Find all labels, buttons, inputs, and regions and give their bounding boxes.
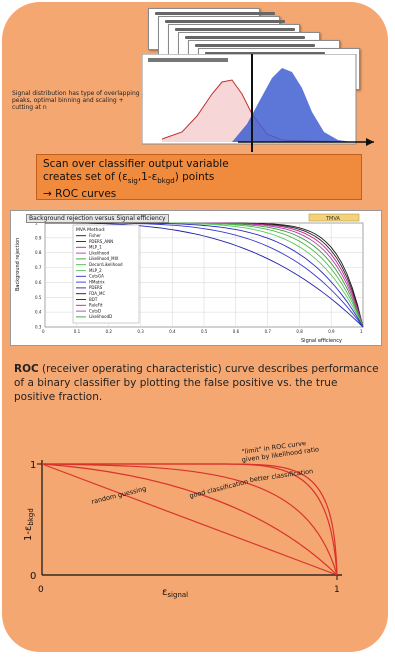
legend-label: CutsGA <box>89 274 104 279</box>
rej-y-tick: 1 <box>35 221 38 226</box>
rej-y-tick: 0.6 <box>35 280 42 285</box>
legend-label: MLP_2 <box>89 268 102 273</box>
schem-x-one: 1 <box>334 585 340 595</box>
background-distribution <box>162 80 342 142</box>
callout-line-2-end: ) points <box>174 171 215 183</box>
legend-header: MVA Method: <box>76 227 106 233</box>
schem-y-axis-sub: bkgd <box>27 508 35 525</box>
rej-x-tick: 0.9 <box>328 329 335 334</box>
rejplot-title: Background rejection versus Signal effic… <box>26 214 169 223</box>
rej-y-tick: 0.5 <box>35 295 42 300</box>
histogram-note: Signal distribution has type of overlapp… <box>12 90 140 111</box>
axis-ticks: 0 0.1 0.2 0.3 0.4 0.5 0.6 0.7 0.8 0.9 1 0.3 0.4 0.5 0.… <box>35 221 363 335</box>
rej-xlabel: Signal efficiency <box>301 338 342 344</box>
rej-y-tick: 0.3 <box>35 325 42 330</box>
rej-ylabel: Background rejection <box>15 238 21 291</box>
legend-label: Likelihood_MIX <box>89 256 119 261</box>
slide-panel: Signal distribution has type of overlapp… <box>2 2 388 652</box>
schem-x-zero: 0 <box>38 585 44 595</box>
roc-schematic: 1 0 0 1 1-εbkgd εsignal "limit" in ROC c… <box>23 442 342 599</box>
rej-y-tick: 0.4 <box>35 310 42 315</box>
callout-sub-sig: sig <box>127 177 138 186</box>
histogram-title-bar <box>148 58 228 62</box>
legend-label: LikelihoodD <box>89 314 112 319</box>
callout-line-1: Scan over classifier output variable <box>43 158 229 170</box>
callout-line-2: creates set of (εsig,1-εbkgd) points <box>43 171 355 188</box>
better-classification-curve <box>41 463 338 576</box>
roc-term: ROC <box>14 363 39 375</box>
rejection-plot: MVA Method: FisherPDERS_ANNMLP_1Likeliho… <box>10 210 382 346</box>
legend-label: CutsD <box>89 308 101 313</box>
rej-x-tick: 0.7 <box>265 329 272 334</box>
legend-label: DecorrLikelihood <box>89 262 123 267</box>
legend-label: HMatrix <box>89 279 105 284</box>
schem-x-axis-sub: signal <box>167 591 188 599</box>
legend-label: FDA_MC <box>89 291 105 296</box>
callout-line-3: → ROC curves <box>43 188 117 201</box>
rej-x-tick: 0.6 <box>233 329 240 334</box>
legend-label: BDT <box>89 297 98 302</box>
scan-arrow-icon <box>366 138 374 146</box>
rej-y-tick: 0.7 <box>35 265 42 270</box>
scan-callout: Scan over classifier output variable cre… <box>36 154 362 200</box>
callout-line-2-start: creates set of (ε <box>43 171 128 183</box>
signal-distribution <box>232 68 352 142</box>
rej-x-tick: 1 <box>360 329 363 334</box>
schem-y-axis-text: 1-ε <box>23 526 34 541</box>
schem-y-zero: 0 <box>30 571 36 582</box>
rej-x-tick: 0.1 <box>74 329 81 334</box>
legend-label: MLP_1 <box>89 245 102 250</box>
likelihood-limit-curve <box>42 463 338 576</box>
legend-label: Fisher <box>89 233 101 238</box>
rej-x-tick: 0.3 <box>137 329 144 334</box>
legend-entries: FisherPDERS_ANNMLP_1LikelihoodLikelihood… <box>76 233 123 319</box>
rej-x-tick: 0.5 <box>201 329 208 334</box>
good-classification-curve <box>41 463 338 576</box>
legend-label: PDERS_ANN <box>89 239 113 244</box>
rej-y-tick: 0.8 <box>35 250 42 255</box>
callout-sub-bkgd: bkgd <box>157 177 175 186</box>
schem-x-axis-label: εsignal <box>162 587 188 599</box>
rej-y-tick: 0.9 <box>35 235 42 240</box>
svg-text:1-εbkgd: 1-εbkgd <box>23 508 35 541</box>
callout-line-2-mid: ,1-ε <box>137 171 158 183</box>
rejection-curves <box>45 222 364 328</box>
rej-x-tick: 0 <box>42 329 45 334</box>
tmva-badge-text: TMVA <box>325 216 340 222</box>
roc-definition: (receiver operating characteristic) curv… <box>14 363 379 403</box>
schem-y-one: 1 <box>30 460 36 471</box>
legend-label: PDERS <box>89 285 103 290</box>
legend-label: RuleFit <box>89 303 103 308</box>
legend-label: Likelihood <box>89 250 110 255</box>
schem-x-axis-text: ε <box>162 587 167 598</box>
rej-x-tick: 0.4 <box>169 329 176 334</box>
rejection-curve <box>45 222 364 328</box>
roc-description: ROC (receiver operating characteristic) … <box>14 362 380 404</box>
random-label: random guessing <box>91 485 148 506</box>
tmva-badge <box>308 213 360 222</box>
schem-y-axis-label: 1-εbkgd <box>23 508 35 541</box>
rej-x-tick: 0.2 <box>106 329 113 334</box>
random-guessing-line <box>41 463 338 576</box>
classifier-output-histogram <box>142 54 374 152</box>
good-label: good classification <box>189 478 249 500</box>
rej-x-tick: 0.8 <box>296 329 303 334</box>
